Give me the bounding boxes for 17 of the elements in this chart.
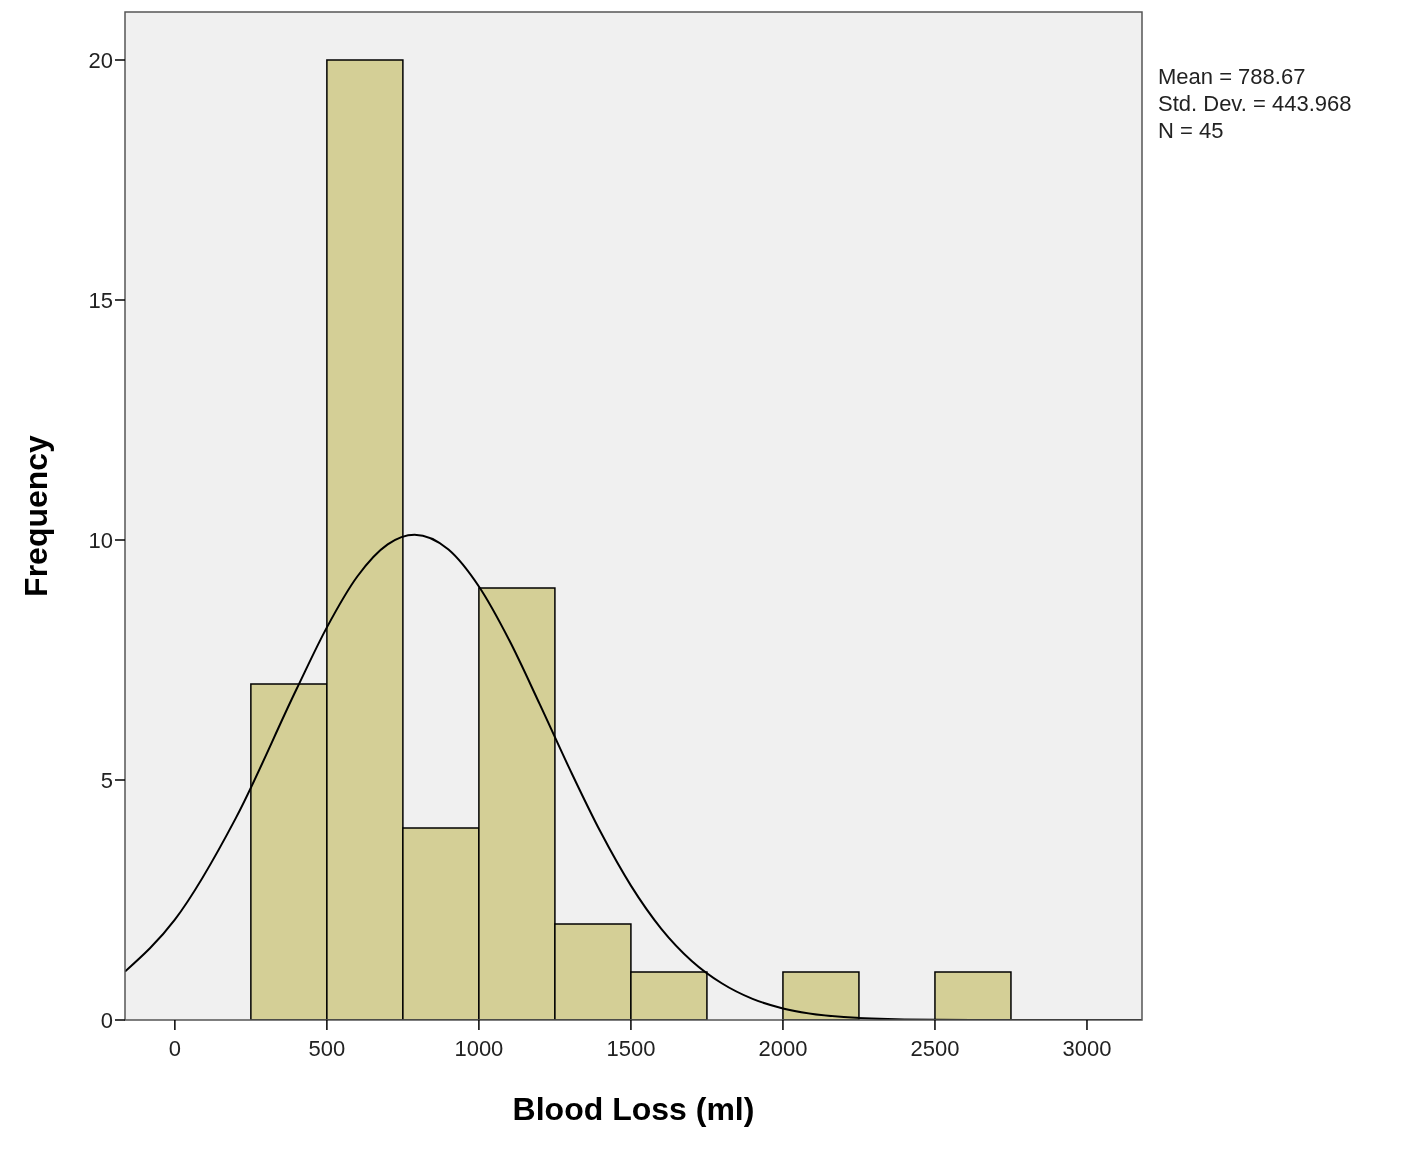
x-tick-label: 0	[168, 1036, 181, 1061]
y-tick-label: 20	[88, 47, 113, 73]
x-axis-title: Blood Loss (ml)	[512, 1091, 755, 1127]
x-tick-label: 2500	[910, 1036, 960, 1061]
x-tick-label: 3000	[1062, 1036, 1112, 1061]
text: Std. Dev. = 443.968	[1158, 91, 1352, 116]
x-tick-label: 500	[308, 1036, 346, 1061]
x-tick-label: 1500	[606, 1036, 656, 1061]
y-tick-label: 15	[88, 287, 113, 313]
text: N = 45	[1158, 118, 1224, 143]
x-tick-label: 2000	[758, 1036, 808, 1061]
y-tick-label: 10	[88, 527, 113, 553]
text: Mean = 788.67	[1158, 64, 1306, 89]
y-tick-label: 5	[100, 767, 113, 793]
y-axis-title: Frequency	[18, 434, 54, 597]
x-tick-label: 1000	[454, 1036, 504, 1061]
y-tick-label: 0	[100, 1007, 113, 1033]
